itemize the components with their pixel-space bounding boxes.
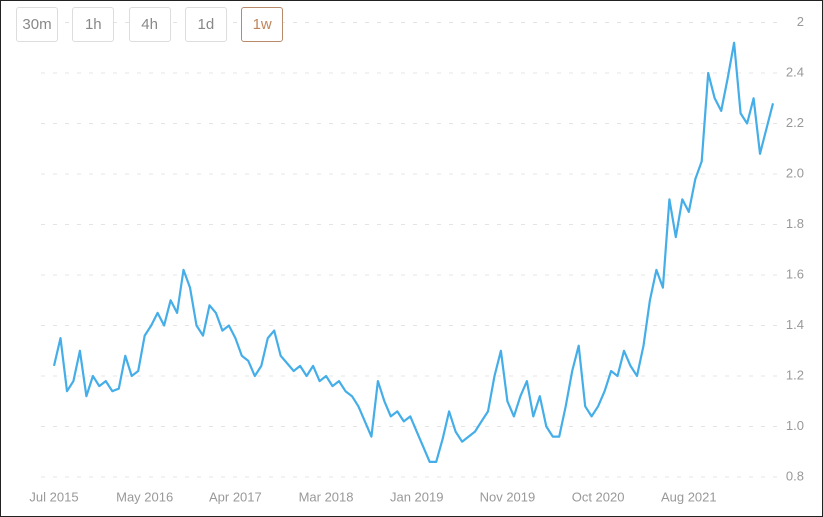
x-tick-label: Mar 2018 <box>299 489 354 504</box>
y-tick-label: 2.2 <box>786 115 804 130</box>
x-tick-label: Oct 2020 <box>572 489 625 504</box>
interval-button[interactable]: 30m <box>16 7 58 42</box>
interval-button[interactable]: 4h <box>128 7 171 42</box>
y-tick-label: 1.4 <box>786 317 804 332</box>
price-line <box>52 41 775 463</box>
x-tick-label: Apr 2017 <box>209 489 262 504</box>
interval-button[interactable]: 1h <box>72 7 115 42</box>
y-tick-label: 1.2 <box>786 367 804 382</box>
y-tick-label: 1.6 <box>786 266 804 281</box>
x-tick-label: Jan 2019 <box>390 489 444 504</box>
y-tick-label: 1.8 <box>786 216 804 231</box>
interval-button[interactable]: 1w <box>241 7 284 42</box>
y-tick-label: 0.8 <box>786 468 804 483</box>
x-tick-label: Nov 2019 <box>480 489 536 504</box>
y-tick-label: 2.0 <box>786 165 804 180</box>
interval-button[interactable]: 1d <box>184 7 227 42</box>
y-tick-label: 2 <box>797 14 804 29</box>
x-tick-label: Jul 2015 <box>29 489 78 504</box>
y-tick-label: 1.0 <box>786 418 804 433</box>
x-tick-label: May 2016 <box>116 489 173 504</box>
y-tick-label: 2.4 <box>786 64 804 79</box>
x-tick-label: Aug 2021 <box>661 489 717 504</box>
